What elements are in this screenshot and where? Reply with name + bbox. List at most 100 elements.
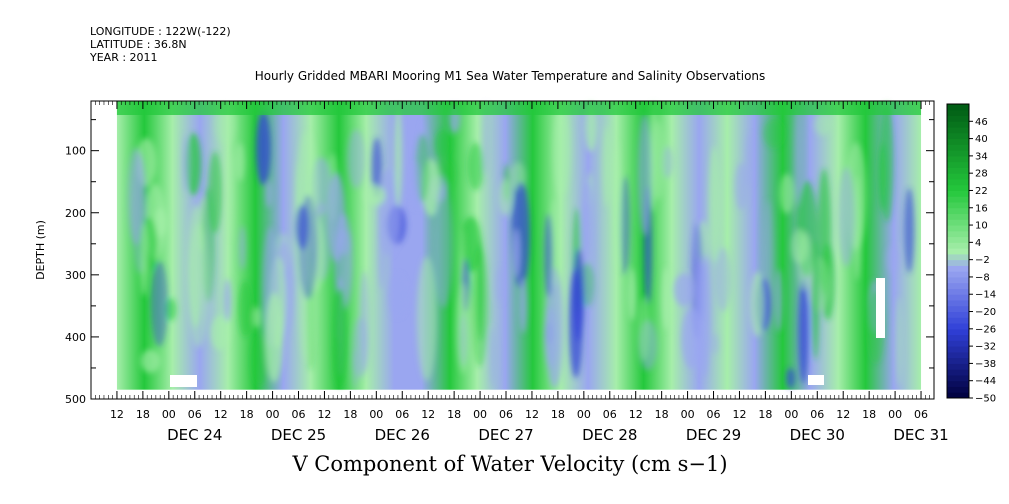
x-tick-label: 00 <box>266 408 280 421</box>
velocity-patch <box>467 142 484 191</box>
colorbar-segment <box>947 127 969 134</box>
colorbar-tick-label: −38 <box>975 359 996 370</box>
colorbar-segment <box>947 317 969 324</box>
latitude-label: LATITUDE : 36.8N <box>90 38 187 51</box>
x-day-label: DEC 29 <box>686 426 741 444</box>
y-tick-label: 500 <box>65 393 86 406</box>
velocity-patch <box>185 133 202 196</box>
variable-title: V Component of Water Velocity (cm s−1) <box>292 452 728 476</box>
velocity-patch <box>895 296 903 387</box>
velocity-patch <box>251 335 268 387</box>
velocity-patch <box>333 287 347 388</box>
colorbar-segment <box>947 225 969 232</box>
colorbar-tick-label: 4 <box>975 238 981 249</box>
y-axis-label: DEPTH (m) <box>34 220 47 280</box>
x-tick-label: 00 <box>784 408 798 421</box>
x-tick-label: 06 <box>395 408 409 421</box>
y-tick-label: 400 <box>65 331 86 344</box>
colorbar-tick-label: −50 <box>975 394 996 405</box>
colorbar-segment <box>947 219 969 226</box>
colorbar-segment <box>947 138 969 145</box>
colorbar-segment <box>947 230 969 238</box>
velocity-patch <box>388 273 407 317</box>
colorbar-segment <box>947 207 969 215</box>
colorbar-tick-label: 16 <box>975 203 988 214</box>
velocity-patch <box>210 315 230 351</box>
velocity-patch <box>774 268 783 332</box>
velocity-patch <box>853 174 862 281</box>
velocity-patch <box>253 306 261 329</box>
colorbar-segment <box>947 351 969 359</box>
velocity-patches <box>127 101 915 390</box>
velocity-patch <box>512 229 520 278</box>
velocity-patch <box>552 105 571 197</box>
velocity-patch <box>371 137 383 197</box>
colorbar-segment <box>947 392 969 399</box>
velocity-patch <box>794 106 803 207</box>
x-tick-label: 18 <box>240 408 254 421</box>
velocity-patch <box>637 297 650 362</box>
colorbar-tick-label: −2 <box>975 255 990 266</box>
velocity-patch <box>140 349 161 373</box>
colorbar-tick-label: −14 <box>975 290 996 301</box>
velocity-patch <box>811 238 820 361</box>
missing-data <box>170 278 885 387</box>
colorbar-tick-label: −26 <box>975 324 996 335</box>
missing-data-patch <box>808 375 824 385</box>
x-tick-label: 00 <box>369 408 383 421</box>
x-tick-label: 12 <box>629 408 643 421</box>
colorbar-segment <box>947 155 969 163</box>
velocity-patch <box>455 283 471 374</box>
colorbar-segment <box>947 115 969 122</box>
x-day-label: DEC 25 <box>271 426 326 444</box>
colorbar-segment <box>947 363 969 370</box>
x-tick-label: 00 <box>681 408 695 421</box>
velocity-patch <box>791 229 809 264</box>
velocity-patch <box>378 205 386 290</box>
velocity-patch <box>637 113 652 236</box>
year-label: YEAR : 2011 <box>90 51 158 64</box>
colorbar-tick-label: −44 <box>975 376 996 387</box>
x-tick-label: 00 <box>577 408 591 421</box>
x-tick-label: 18 <box>551 408 565 421</box>
velocity-patch <box>879 102 894 222</box>
colorbar-segment <box>947 311 969 318</box>
velocity-patch <box>750 271 765 337</box>
velocity-patch <box>602 125 612 208</box>
colorbar-segment <box>947 132 969 140</box>
velocity-patch <box>569 267 583 379</box>
colorbar-segment <box>947 294 969 301</box>
colorbar-tick-label: −20 <box>975 307 996 318</box>
x-tick-label: 18 <box>136 408 150 421</box>
velocity-patch <box>613 140 620 269</box>
x-tick-label: 00 <box>473 408 487 421</box>
x-tick-label: 06 <box>188 408 202 421</box>
velocity-patch <box>150 261 168 347</box>
x-tick-label: 12 <box>317 408 331 421</box>
x-tick-label: 12 <box>110 408 124 421</box>
x-tick-label: 06 <box>707 408 721 421</box>
x-tick-label: 06 <box>810 408 824 421</box>
velocity-patch <box>798 279 809 384</box>
x-tick-label: 12 <box>732 408 746 421</box>
colorbar-segment <box>947 190 969 197</box>
velocity-patch <box>779 173 795 214</box>
x-day-label: DEC 24 <box>167 426 222 444</box>
x-tick-label: 00 <box>162 408 176 421</box>
colorbar-segment <box>947 202 969 209</box>
velocity-patch <box>681 308 703 369</box>
velocity-patch <box>544 213 553 298</box>
velocity-patch <box>814 113 832 136</box>
colorbar-segment <box>947 184 969 191</box>
x-tick-label: 06 <box>292 408 306 421</box>
velocity-patch <box>238 280 253 337</box>
velocity-patch <box>711 333 720 355</box>
velocity-patch <box>412 163 423 211</box>
colorbar-segment <box>947 380 969 387</box>
velocity-patch <box>223 278 232 322</box>
colorbar-segment <box>947 323 969 330</box>
colorbar-frame <box>946 103 970 399</box>
colorbar-segment <box>947 288 969 295</box>
surface-band <box>116 101 922 115</box>
